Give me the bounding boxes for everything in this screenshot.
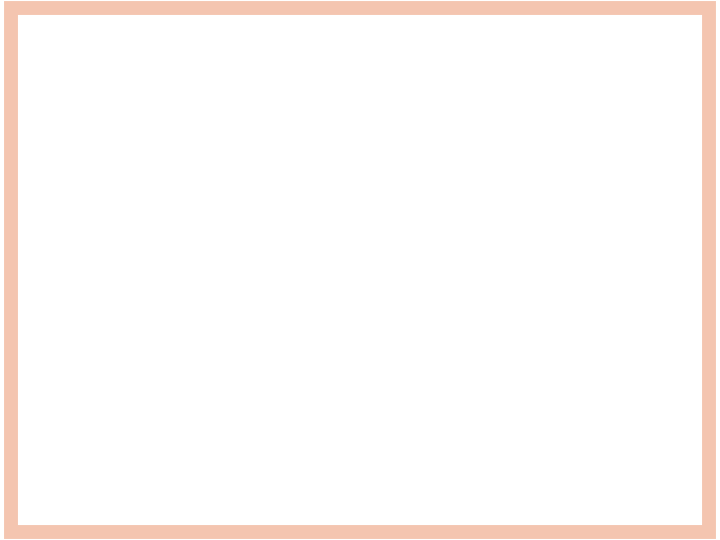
Text: (P4):: (P4): <box>30 302 84 320</box>
Text: In other words, we show that both of the following are true: In other words, we show that both of the… <box>30 267 562 285</box>
Text: Proof: We show that a+b and a’b’ are complementary.: Proof: We show that a+b and a’b’ are com… <box>30 232 519 250</box>
Text: Theorem: For every pair a,  b in set B:: Theorem: For every pair a, b in set B: <box>30 124 374 142</box>
Text: (a+b)’ = a’b’,  and  (ab)’ = a’+b’.: (a+b)’ = a’b’, and (ab)’ = a’+b’. <box>54 170 676 203</box>
Circle shape <box>657 491 704 526</box>
Text: (a+b) + (a’b’) = 1,  (a+b)(a’b’) = 0.: (a+b) + (a’b’) = 1, (a+b)(a’b’) = 0. <box>30 335 366 353</box>
Text: THEOREM 9: DE MORGAN’S LAW: THEOREM 9: DE MORGAN’S LAW <box>30 73 461 99</box>
Text: 5: 5 <box>675 501 685 516</box>
